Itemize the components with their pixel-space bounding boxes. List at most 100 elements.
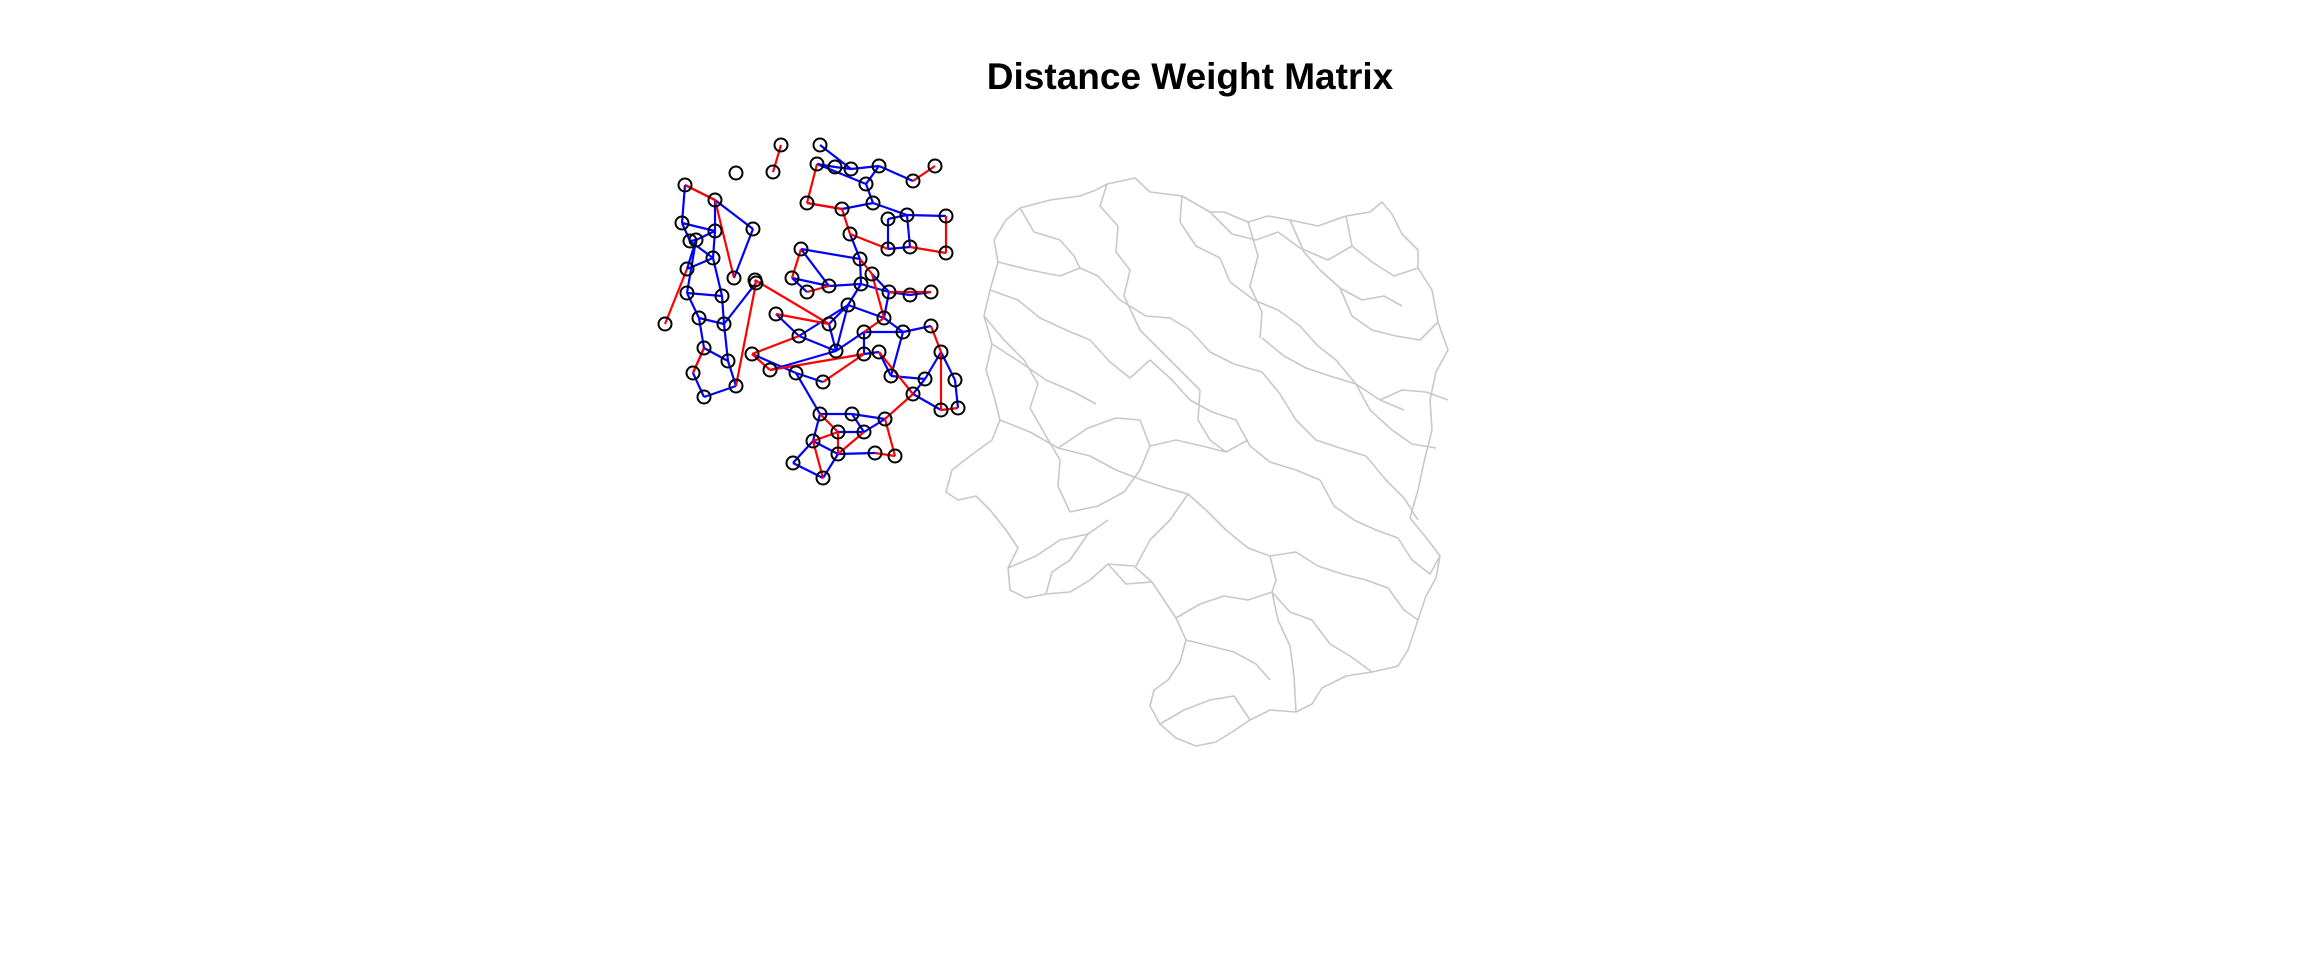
- node: [871, 158, 887, 174]
- primary-edge: [751, 352, 797, 375]
- node: [688, 232, 704, 248]
- primary-edge: [711, 230, 717, 259]
- node: [714, 288, 730, 304]
- node: [905, 386, 921, 402]
- node: [744, 346, 760, 362]
- primary-edge: [800, 247, 861, 261]
- region-boundary: [1019, 207, 1081, 269]
- region-boundary: [1235, 419, 1321, 481]
- region-boundary: [1149, 439, 1249, 453]
- primary-edge: [848, 233, 862, 260]
- primary-edge: [864, 183, 875, 204]
- network-nodes: [657, 137, 966, 486]
- region-boundary: [1351, 315, 1439, 341]
- node: [762, 362, 778, 378]
- primary-edge: [924, 351, 942, 380]
- primary-edge: [851, 413, 865, 433]
- node: [785, 455, 801, 471]
- secondary-edge: [790, 248, 803, 279]
- node: [805, 433, 821, 449]
- study-area-outline: [945, 177, 1449, 747]
- secondary-edge: [840, 208, 852, 235]
- region-boundary: [1007, 519, 1109, 569]
- secondary-edge: [751, 334, 800, 356]
- node: [765, 164, 781, 180]
- node: [815, 374, 831, 390]
- secondary-edge: [713, 199, 736, 279]
- node: [881, 284, 897, 300]
- secondary-edge: [734, 282, 758, 387]
- node: [852, 251, 868, 267]
- primary-edge: [887, 213, 908, 221]
- node: [865, 195, 881, 211]
- region-boundary: [1279, 393, 1367, 457]
- region-boundary: [1159, 695, 1251, 725]
- secondary-edge: [771, 144, 783, 173]
- node: [843, 161, 859, 177]
- region-boundaries: [945, 177, 1449, 747]
- primary-edge: [827, 323, 838, 352]
- node: [938, 245, 954, 261]
- node: [902, 239, 918, 255]
- secondary-edge: [769, 352, 865, 372]
- node: [933, 402, 949, 418]
- primary-edge: [791, 277, 808, 293]
- node: [821, 316, 837, 332]
- node: [726, 270, 742, 286]
- node: [682, 233, 698, 249]
- node: [905, 173, 921, 189]
- node: [871, 344, 887, 360]
- secondary-edge: [940, 406, 959, 412]
- secondary-edge: [751, 353, 771, 371]
- node: [950, 400, 966, 416]
- region-boundary: [1185, 639, 1271, 681]
- primary-edge: [792, 440, 814, 464]
- region-boundary: [1379, 389, 1449, 401]
- node: [853, 276, 869, 292]
- secondary-edge: [775, 312, 830, 326]
- secondary-edge: [822, 353, 865, 383]
- secondary-edge: [837, 431, 865, 455]
- primary-edge: [850, 164, 880, 171]
- secondary-edge: [863, 317, 885, 333]
- primary-edge: [769, 349, 837, 372]
- secondary-edge: [754, 279, 830, 325]
- node: [834, 201, 850, 217]
- primary-edge: [902, 324, 932, 334]
- region-boundary: [1317, 345, 1405, 411]
- node: [691, 310, 707, 326]
- plot-title: Distance Weight Matrix: [986, 56, 1394, 97]
- secondary-edge: [684, 184, 716, 201]
- primary-edge: [714, 199, 754, 230]
- primary-edge: [871, 273, 890, 293]
- primary-edge: [834, 165, 852, 171]
- primary-edge: [887, 245, 911, 251]
- region-boundary: [1057, 417, 1151, 449]
- region-boundary: [1097, 275, 1191, 331]
- secondary-edge: [812, 430, 839, 443]
- primary-edge: [685, 239, 698, 294]
- node: [830, 424, 846, 440]
- region-boundary: [1299, 245, 1353, 261]
- region-boundary: [1123, 295, 1201, 391]
- region-boundary: [1289, 219, 1353, 317]
- region-boundary: [1345, 215, 1419, 277]
- primary-edge: [692, 372, 705, 398]
- region-boundary: [1029, 407, 1071, 513]
- node: [674, 215, 690, 231]
- region-boundary: [1229, 281, 1319, 347]
- region-boundary: [1261, 337, 1357, 385]
- node: [923, 318, 939, 334]
- node: [821, 278, 837, 294]
- node: [788, 365, 804, 381]
- secondary-edge: [870, 273, 886, 319]
- region-boundary: [1319, 479, 1399, 539]
- node: [677, 177, 693, 193]
- primary-edge: [834, 304, 850, 352]
- region-boundary: [991, 343, 1097, 405]
- region-boundary: [1069, 445, 1151, 513]
- node: [799, 284, 815, 300]
- primary-edge: [726, 360, 738, 387]
- node: [793, 241, 809, 257]
